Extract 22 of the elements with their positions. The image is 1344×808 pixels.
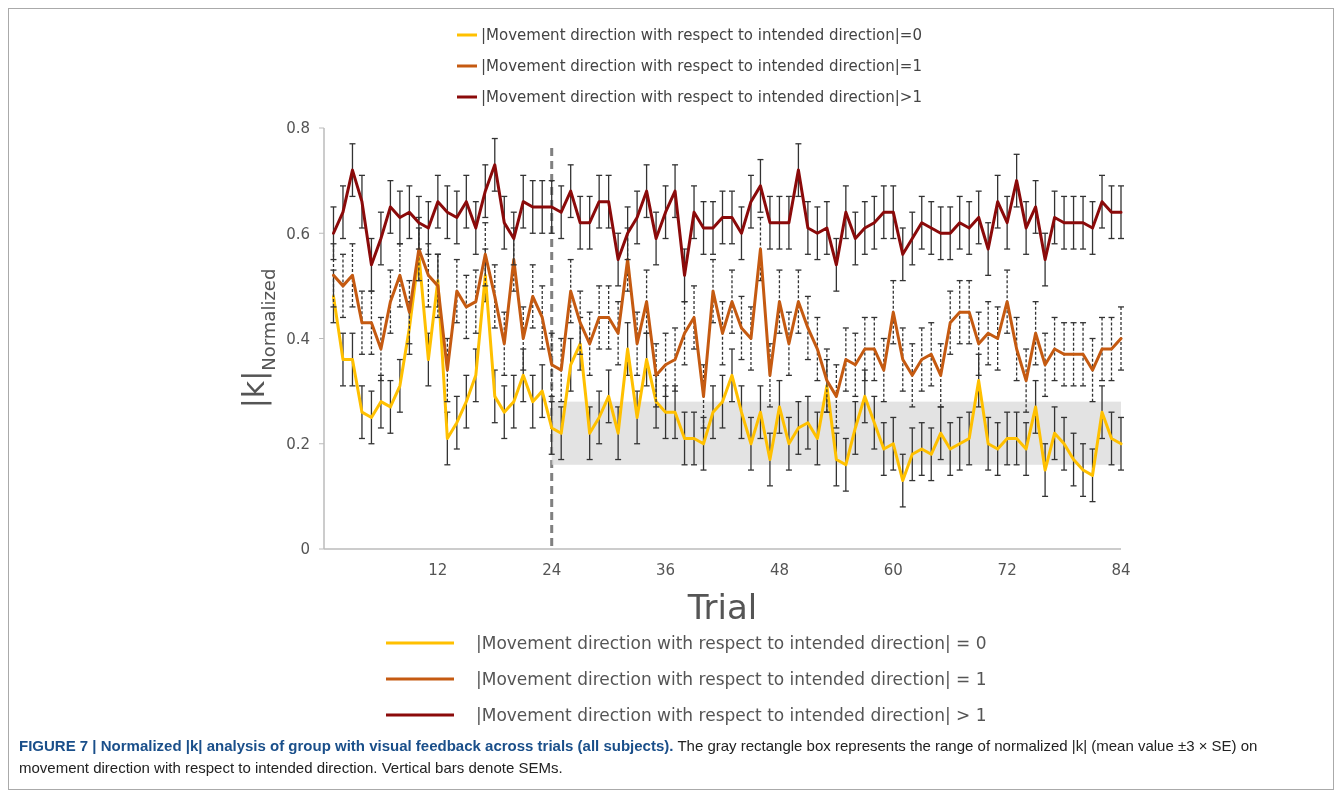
y-tick-label: 0.8 xyxy=(286,119,310,138)
line-series xyxy=(331,163,1123,277)
text: |Movement direction with respect to intended direction| > 1 xyxy=(476,704,987,725)
y-tick-label: 0.6 xyxy=(286,224,310,243)
x-tick-label: 84 xyxy=(1111,561,1131,579)
legend-label: |Movement direction with respect to intended direction|=0 xyxy=(481,26,922,45)
x-tick-label: 60 xyxy=(883,561,903,579)
legend-label: |Movement direction with respect to intended direction|>1 xyxy=(481,88,922,107)
line-series xyxy=(331,247,1123,398)
text: |Movement direction with respect to intended direction| = 0 xyxy=(476,632,987,653)
x-tick-label: 24 xyxy=(542,561,562,579)
legend-label: |Movement direction with respect to intended direction|=1 xyxy=(481,57,922,76)
x-axis-title: Trial xyxy=(686,587,758,627)
x-tick-label: 36 xyxy=(656,561,676,579)
x-tick-label: 72 xyxy=(997,561,1017,579)
y-tick-label: 0.4 xyxy=(286,329,310,348)
text: FIGURE 7 | Normalized |k| analysis of group with visual feedback across trials (all subjects). xyxy=(19,737,674,754)
x-tick-label: 12 xyxy=(428,561,448,579)
y-tick-label: 0.2 xyxy=(286,435,310,453)
text: |Movement direction with respect to intended direction| = 1 xyxy=(476,668,987,689)
y-tick-label: 0 xyxy=(300,540,310,559)
x-tick-label: 48 xyxy=(769,561,789,579)
